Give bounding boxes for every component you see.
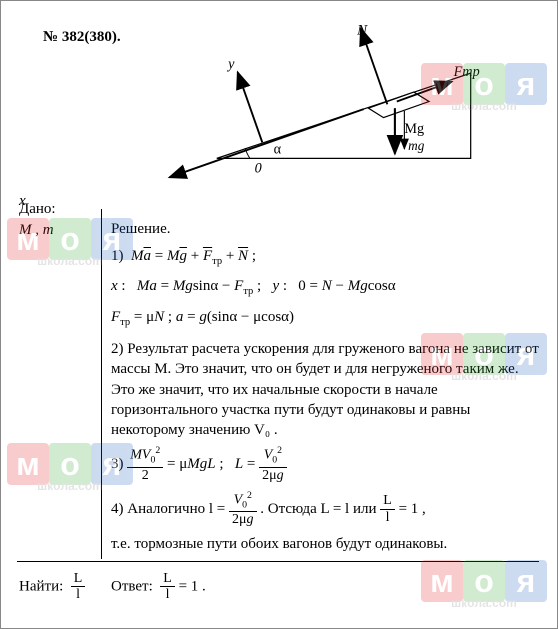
equation-2a: x : Ma = Mgsinα − Fтр ; y : 0 = N − Mgco… [111, 276, 539, 300]
svg-text:α: α [274, 142, 282, 158]
paragraph-2: 2) Результат расчета ускорения для груже… [111, 339, 539, 440]
equation-2b: Fтр = μN ; a = g(sinα − μcosα) [111, 307, 539, 331]
equation-4: 4) Аналогично l = V022μg . Отсюда L = l … [111, 491, 539, 528]
equation-3: 3) MV022 = μMgL ; L = V022μg [111, 446, 539, 483]
watermark: моя шкoлa.com [421, 558, 547, 610]
find-block: Найти: Ll [19, 571, 85, 603]
answer-block: Ответ: Ll = 1 . [111, 571, 206, 603]
given-vars: M , m [19, 222, 91, 239]
svg-text:mg: mg [408, 138, 425, 153]
svg-text:Mg: Mg [404, 121, 424, 137]
equation-1: 1) Ma = Mg + Fтр + N ; [111, 246, 539, 270]
svg-text:y: y [226, 56, 235, 72]
svg-text:Fтр: Fтр [453, 64, 480, 80]
solution-body: Решение. 1) Ma = Mg + Fтр + N ; x : Ma =… [111, 219, 539, 561]
svg-text:N: N [356, 21, 368, 38]
problem-number: № 382(380). [43, 29, 121, 46]
svg-text:0: 0 [255, 161, 262, 177]
given-label: Дано: [19, 201, 91, 218]
solution-label: Решение. [111, 219, 539, 240]
physics-diagram: N Fтр y Mg mg α 0 [141, 21, 501, 201]
conclusion: т.е. тормозные пути обоих вагонов будут … [111, 534, 539, 555]
vertical-rule [101, 209, 102, 559]
horizontal-rule [17, 561, 539, 562]
